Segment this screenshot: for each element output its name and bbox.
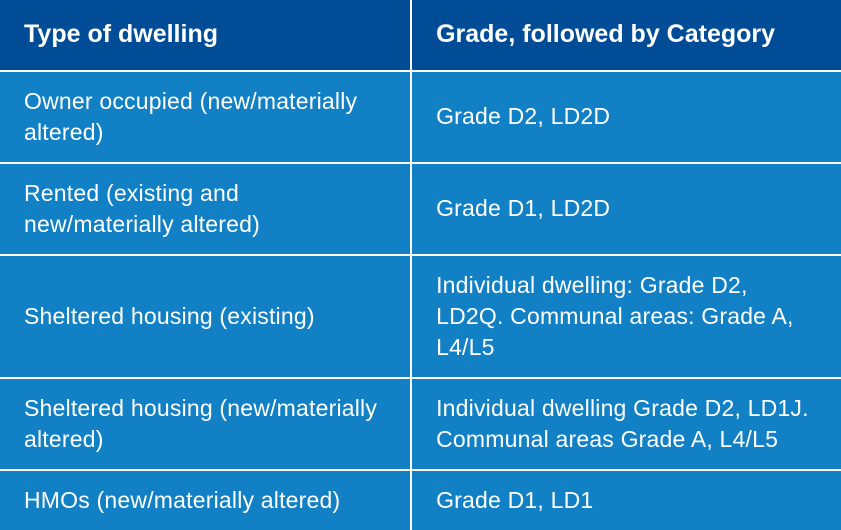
table-row: Rented (existing and new/materially alte…	[0, 162, 841, 254]
cell-dwelling: Sheltered housing (existing)	[0, 256, 412, 377]
cell-grade: Grade D2, LD2D	[412, 72, 841, 162]
table-row: Owner occupied (new/materially altered) …	[0, 70, 841, 162]
cell-grade: Grade D1, LD2D	[412, 164, 841, 254]
cell-grade: Individual dwelling Grade D2, LD1J. Comm…	[412, 379, 841, 469]
table-row: Sheltered housing (existing) Individual …	[0, 254, 841, 377]
cell-dwelling: HMOs (new/materially altered)	[0, 471, 412, 530]
cell-dwelling: Owner occupied (new/materially altered)	[0, 72, 412, 162]
table-body: Owner occupied (new/materially altered) …	[0, 70, 841, 530]
cell-grade: Individual dwelling: Grade D2, LD2Q. Com…	[412, 256, 841, 377]
cell-grade: Grade D1, LD1	[412, 471, 841, 530]
table-row: Sheltered housing (new/materially altere…	[0, 377, 841, 469]
table-header: Type of dwelling Grade, followed by Cate…	[0, 0, 841, 70]
dwelling-grade-table: Type of dwelling Grade, followed by Cate…	[0, 0, 841, 530]
cell-dwelling: Rented (existing and new/materially alte…	[0, 164, 412, 254]
header-row: Type of dwelling Grade, followed by Cate…	[0, 0, 841, 70]
header-cell-grade: Grade, followed by Category	[412, 0, 841, 70]
header-cell-dwelling: Type of dwelling	[0, 0, 412, 70]
cell-dwelling: Sheltered housing (new/materially altere…	[0, 379, 412, 469]
table-row: HMOs (new/materially altered) Grade D1, …	[0, 469, 841, 530]
